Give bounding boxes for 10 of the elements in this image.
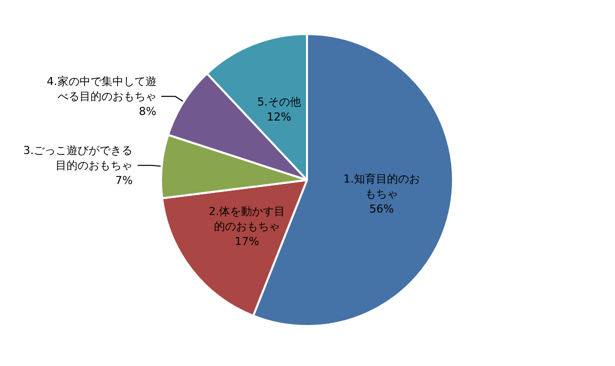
slice-label: 3.ごっこ遊びができる目的のおもちゃ — [23, 144, 133, 172]
data-label: 8% — [138, 104, 156, 118]
slice-label: 2.体を動かす目的のおもちゃ — [208, 205, 286, 234]
slice-label: 1.知育目的のおもちゃ — [343, 172, 420, 201]
data-label: 7% — [115, 174, 133, 187]
slice-label: 5.その他 — [257, 95, 301, 108]
data-label: 12% — [266, 110, 292, 124]
data-label: 56% — [369, 202, 394, 216]
slice-label: 4.家の中で集中して遊べる目的のおもちゃ — [46, 74, 156, 103]
data-label: 17% — [234, 235, 260, 248]
